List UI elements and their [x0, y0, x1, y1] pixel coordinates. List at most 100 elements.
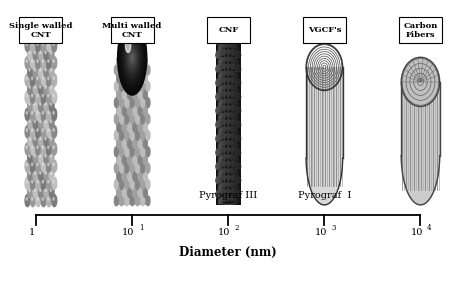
- Circle shape: [227, 77, 229, 83]
- Circle shape: [114, 147, 118, 157]
- Circle shape: [32, 129, 33, 131]
- Circle shape: [128, 57, 131, 67]
- Circle shape: [219, 128, 221, 133]
- Circle shape: [25, 74, 30, 86]
- Circle shape: [44, 117, 49, 129]
- Circle shape: [32, 163, 33, 166]
- Circle shape: [45, 172, 46, 174]
- Circle shape: [233, 127, 235, 132]
- Circle shape: [114, 114, 118, 124]
- Circle shape: [237, 106, 240, 113]
- Circle shape: [52, 160, 57, 172]
- FancyBboxPatch shape: [19, 17, 62, 43]
- Circle shape: [130, 65, 134, 75]
- Circle shape: [138, 106, 142, 116]
- Circle shape: [120, 130, 124, 140]
- Circle shape: [53, 198, 54, 200]
- Circle shape: [33, 169, 38, 181]
- Circle shape: [48, 77, 49, 80]
- Circle shape: [138, 90, 142, 99]
- Circle shape: [141, 81, 145, 91]
- Circle shape: [228, 140, 229, 145]
- Circle shape: [217, 51, 219, 57]
- Circle shape: [29, 68, 30, 71]
- Circle shape: [219, 175, 222, 181]
- Circle shape: [40, 86, 41, 88]
- Circle shape: [53, 163, 54, 166]
- Circle shape: [32, 43, 33, 45]
- Circle shape: [26, 129, 27, 131]
- Circle shape: [227, 174, 229, 181]
- Circle shape: [34, 154, 36, 157]
- Circle shape: [228, 126, 229, 131]
- Circle shape: [38, 65, 43, 78]
- FancyBboxPatch shape: [399, 17, 442, 43]
- Circle shape: [216, 136, 219, 142]
- Circle shape: [230, 85, 233, 90]
- Circle shape: [237, 120, 240, 127]
- Circle shape: [120, 65, 124, 75]
- Circle shape: [231, 161, 234, 167]
- Circle shape: [136, 65, 139, 75]
- Circle shape: [52, 177, 57, 189]
- Circle shape: [236, 74, 238, 78]
- Circle shape: [238, 108, 240, 114]
- Circle shape: [230, 126, 233, 132]
- Circle shape: [235, 86, 237, 91]
- Circle shape: [138, 139, 142, 148]
- Circle shape: [235, 58, 237, 63]
- Circle shape: [219, 87, 221, 92]
- Polygon shape: [401, 156, 440, 205]
- Circle shape: [40, 34, 41, 36]
- Circle shape: [125, 114, 129, 124]
- Circle shape: [126, 41, 138, 74]
- Circle shape: [120, 196, 124, 206]
- Circle shape: [138, 57, 142, 67]
- Circle shape: [36, 177, 41, 189]
- Circle shape: [230, 140, 233, 145]
- Circle shape: [219, 105, 222, 112]
- Circle shape: [219, 189, 222, 195]
- Circle shape: [122, 33, 142, 83]
- FancyBboxPatch shape: [207, 17, 250, 43]
- Circle shape: [123, 35, 141, 81]
- Circle shape: [236, 199, 238, 204]
- Circle shape: [238, 94, 240, 100]
- Text: Multi walled
CNT: Multi walled CNT: [102, 22, 162, 39]
- Circle shape: [235, 114, 237, 119]
- Circle shape: [227, 161, 229, 167]
- Circle shape: [238, 150, 240, 156]
- Circle shape: [233, 113, 235, 118]
- Circle shape: [227, 133, 229, 139]
- Circle shape: [37, 112, 38, 114]
- Circle shape: [48, 43, 49, 45]
- Circle shape: [236, 115, 238, 120]
- Circle shape: [235, 64, 237, 70]
- Circle shape: [127, 43, 138, 72]
- Circle shape: [230, 98, 233, 104]
- Circle shape: [238, 191, 240, 198]
- Circle shape: [236, 87, 238, 92]
- Circle shape: [224, 182, 226, 187]
- Circle shape: [138, 73, 142, 83]
- Circle shape: [219, 133, 222, 140]
- Circle shape: [44, 100, 49, 112]
- Circle shape: [29, 154, 30, 157]
- Circle shape: [34, 189, 36, 192]
- Circle shape: [41, 143, 46, 155]
- Circle shape: [237, 148, 240, 155]
- Circle shape: [50, 34, 52, 36]
- Circle shape: [219, 101, 221, 106]
- Circle shape: [28, 134, 33, 146]
- Circle shape: [36, 195, 41, 207]
- Circle shape: [36, 109, 41, 121]
- Circle shape: [52, 91, 57, 103]
- Circle shape: [46, 195, 51, 207]
- Circle shape: [36, 57, 41, 69]
- Circle shape: [233, 141, 235, 146]
- Circle shape: [50, 51, 52, 54]
- Circle shape: [231, 188, 234, 195]
- Circle shape: [130, 81, 134, 91]
- Circle shape: [117, 171, 121, 181]
- Circle shape: [37, 94, 38, 97]
